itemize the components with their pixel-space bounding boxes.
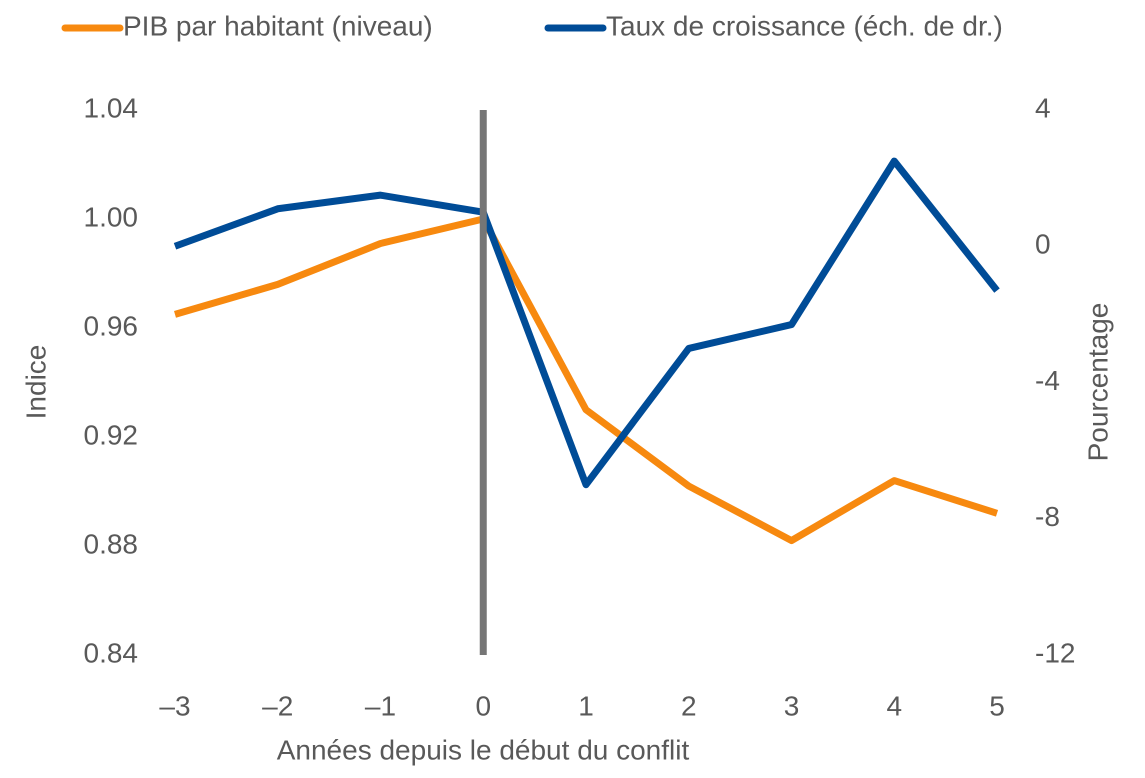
x-tick-label: 2	[681, 690, 697, 721]
y2-tick-label: 0	[1035, 229, 1051, 260]
y-tick-label: 0.84	[84, 637, 139, 668]
y-tick-label: 1.00	[84, 201, 139, 232]
y2-tick-label: 4	[1035, 92, 1051, 123]
legend-label: PIB par habitant (niveau)	[123, 10, 433, 41]
y-tick-label: 0.96	[84, 310, 139, 341]
y2-tick-label: -8	[1035, 501, 1060, 532]
y-tick-label: 0.88	[84, 528, 139, 559]
x-tick-label: 3	[784, 690, 800, 721]
y2-tick-label: -12	[1035, 637, 1075, 668]
x-axis-title: Années depuis le début du conflit	[277, 734, 690, 765]
y-tick-label: 0.92	[84, 419, 139, 450]
x-tick-label: 1	[578, 690, 594, 721]
x-tick-label: –3	[159, 690, 190, 721]
x-tick-label: 4	[886, 690, 902, 721]
x-tick-label: 0	[475, 690, 491, 721]
y2-axis-title: Pourcentage	[1082, 303, 1113, 462]
legend-label: Taux de croissance (éch. de dr.)	[606, 10, 1003, 41]
y2-tick-label: -4	[1035, 365, 1060, 396]
x-tick-label: 5	[989, 690, 1005, 721]
x-tick-label: –2	[262, 690, 293, 721]
x-tick-label: –1	[365, 690, 396, 721]
data-line	[173, 157, 1000, 489]
data-line	[174, 215, 999, 545]
y-axis-title: Indice	[20, 345, 51, 420]
y-tick-label: 1.04	[84, 92, 139, 123]
